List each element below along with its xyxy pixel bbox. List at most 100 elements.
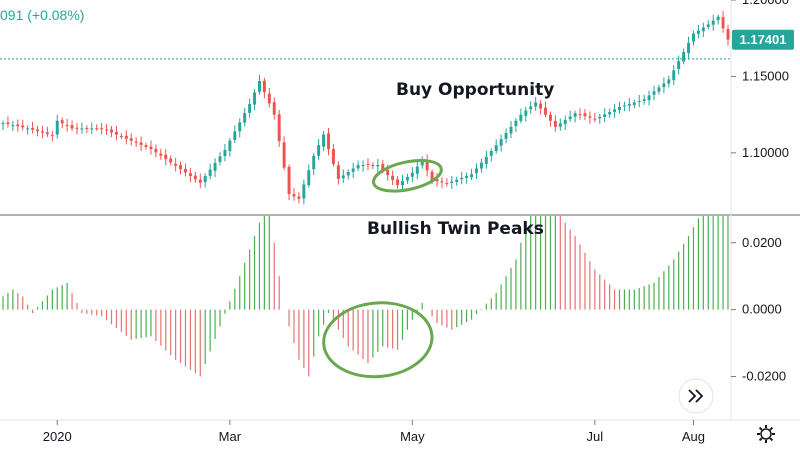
candle <box>114 125 118 141</box>
candle-body <box>100 128 104 130</box>
candle-body <box>248 103 252 113</box>
candle-body <box>435 179 439 182</box>
candle <box>169 155 173 166</box>
candle-body <box>622 105 626 107</box>
candle <box>287 164 291 201</box>
candle-body <box>445 183 449 185</box>
candle-body <box>366 163 370 166</box>
candle-body <box>544 107 547 115</box>
candle-body <box>134 141 138 143</box>
candle <box>647 90 651 106</box>
candle <box>573 110 577 123</box>
candle <box>529 101 533 114</box>
candle <box>139 136 143 151</box>
candle-body <box>642 99 646 102</box>
candle-body <box>371 164 375 166</box>
candle-body <box>282 142 286 168</box>
candle <box>583 108 587 121</box>
candle <box>184 163 187 177</box>
candle <box>608 108 612 118</box>
candle <box>174 157 178 172</box>
candle-body <box>114 131 118 135</box>
candle <box>317 139 321 161</box>
candle <box>110 126 113 138</box>
candle-body <box>711 20 715 25</box>
scroll-to-realtime-button[interactable] <box>678 378 714 414</box>
candle <box>223 143 227 162</box>
time-axis[interactable]: 2020 Mar May Jul Aug <box>43 420 705 444</box>
candle <box>539 100 543 115</box>
candle-body <box>401 180 404 186</box>
time-tick-label: Jul <box>587 429 604 444</box>
candle <box>85 125 89 134</box>
candle-body <box>85 127 89 129</box>
candle-body <box>307 170 311 186</box>
candle <box>371 162 375 170</box>
candle <box>267 87 271 108</box>
candle <box>563 115 567 131</box>
candle-body <box>213 162 217 171</box>
candle <box>164 149 168 166</box>
candle <box>248 98 252 118</box>
candle-body <box>534 102 538 107</box>
candle-body <box>139 142 143 145</box>
candle-body <box>499 139 503 146</box>
candle-body <box>618 107 621 111</box>
candle-body <box>573 113 577 117</box>
candle-body <box>1 123 5 125</box>
candle-body <box>519 114 523 121</box>
candle <box>26 125 30 135</box>
candle-body <box>36 129 40 132</box>
candle-body <box>336 165 340 179</box>
price-axis[interactable]: 1.10000 1.15000 1.20000 <box>731 0 789 160</box>
candle-body <box>65 124 69 126</box>
candle-body <box>539 103 543 109</box>
candle-body <box>327 133 330 150</box>
candle <box>622 101 626 112</box>
candle-body <box>16 124 20 127</box>
candle-body <box>154 148 158 153</box>
candle-body <box>381 163 385 171</box>
candle <box>45 127 49 137</box>
price-pane[interactable]: Buy Opportunity <box>0 11 731 205</box>
oscillator-axis[interactable]: 0.0200 0.0000 -0.0200 <box>731 235 786 384</box>
candle <box>243 107 247 127</box>
candle <box>691 30 695 46</box>
candle-body <box>662 83 666 88</box>
candle <box>366 158 370 171</box>
current-price-tag-background <box>732 29 794 50</box>
candle-body <box>238 122 242 132</box>
oscillator-pane[interactable]: Bullish Twin Peaks <box>2 216 729 381</box>
candle-body <box>410 172 414 177</box>
candle <box>682 48 686 65</box>
oscillator-tick-label: -0.0200 <box>742 369 786 384</box>
candle-body <box>11 125 15 127</box>
candle-body <box>652 91 656 95</box>
price-change-legend: 091 (+0.08%) <box>0 7 84 23</box>
candle-body <box>553 120 557 127</box>
candle <box>489 148 493 162</box>
candle-body <box>672 70 676 81</box>
price-tick-label: 1.15000 <box>742 68 789 83</box>
candle <box>6 116 10 128</box>
candle-body <box>75 127 79 129</box>
candle-body <box>208 169 212 176</box>
candle <box>297 192 301 204</box>
settings-button[interactable] <box>757 425 775 443</box>
candle <box>100 122 104 135</box>
candle <box>499 134 503 152</box>
candle <box>687 36 691 60</box>
candle <box>470 168 474 181</box>
candle <box>618 101 621 114</box>
candle <box>524 106 528 122</box>
candle-body <box>356 165 360 169</box>
candle-body <box>558 123 562 127</box>
bullish-twin-peaks-circle <box>322 301 434 379</box>
candle <box>637 95 641 108</box>
candle-body <box>292 194 296 197</box>
candle-body <box>110 129 113 133</box>
candle-body <box>55 120 59 135</box>
candle <box>578 108 582 120</box>
candle <box>361 160 365 172</box>
candle <box>16 119 20 132</box>
